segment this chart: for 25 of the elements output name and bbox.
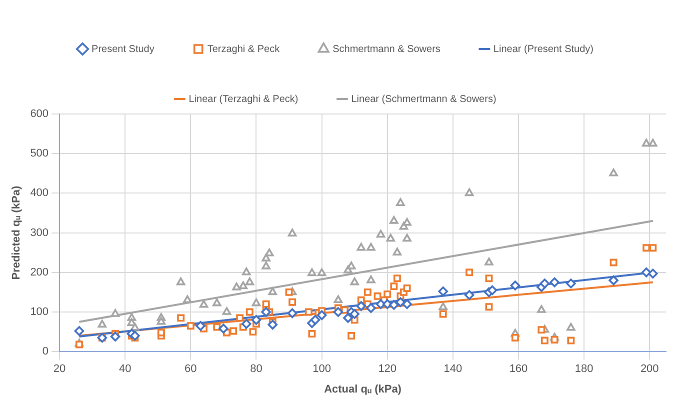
y-tick-label: 0 [42,346,49,358]
x-tick-label: 140 [444,363,462,376]
legend-label: Terzaghi & Peck [207,44,281,55]
x-tick-label: 60 [184,363,197,376]
x-tick-label: 80 [250,363,262,376]
x-tick-label: 180 [574,363,594,376]
x-tick-label: 160 [509,363,528,376]
y-axis-title: Predicted qᵤ (kPa) [10,186,23,280]
x-tick-label: 40 [118,363,132,376]
x-tick-label: 120 [378,363,397,376]
x-axis-title: Actual qᵤ (kPa) [324,383,402,396]
legend-label: Linear (Terzaghi & Peck) [188,94,298,105]
y-tick-label: 100 [30,306,49,318]
legend-label: Present Study [92,44,154,55]
legend-label: Linear (Present Study) [493,44,594,55]
x-tick-label: 20 [53,363,66,376]
y-tick-label: 600 [30,108,49,120]
legend-label: Schmertmann & Sowers [332,44,440,55]
y-tick-label: 300 [30,226,49,239]
x-tick-label: 100 [312,363,331,376]
y-tick-label: 200 [30,266,49,278]
legend-label: Linear (Schmertmann & Sowers) [351,94,496,105]
y-tick-label: 400 [30,187,49,200]
y-tick-label: 500 [30,148,49,160]
x-tick-label: 200 [640,363,659,376]
